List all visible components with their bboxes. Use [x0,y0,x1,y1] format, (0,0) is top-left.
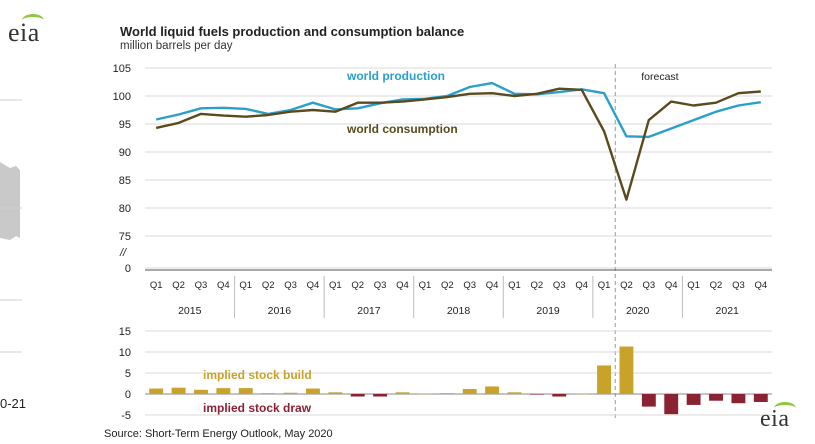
y-tick-label: 95 [119,119,131,131]
quarter-tick-label: Q3 [553,280,566,291]
bar [574,393,589,395]
quarter-tick-label: Q2 [441,280,454,291]
y-tick-label: 0 [125,263,131,275]
bar [597,365,611,394]
quarter-tick-label: Q4 [486,280,499,291]
partial-previous-chart [0,99,22,353]
y-tick-label: -5 [121,410,131,422]
bar [664,394,679,415]
quarter-tick-label: Q3 [732,280,745,291]
bar [149,388,164,394]
bar [328,392,343,394]
partial-area-shape [0,162,20,240]
bar [753,394,768,402]
y-tick-label: 5 [125,368,131,380]
quarter-tick-label: Q1 [329,280,342,291]
y-tick-label: 85 [119,175,131,187]
quarter-tick-label: Q2 [620,280,633,291]
quarter-tick-label: Q1 [598,280,611,291]
bar [261,393,276,394]
bar [440,393,455,394]
eia-logo: eia [8,14,44,48]
bar [373,394,388,397]
bar [395,392,410,394]
bar [552,394,567,397]
year-label: 2015 [178,305,202,317]
year-label: 2017 [357,305,381,317]
bar [507,392,522,394]
y-tick-label: 75 [119,231,131,243]
quarter-tick-label: Q4 [754,280,767,291]
series-line-consumption [155,87,761,201]
year-label: 2018 [447,305,471,317]
bar [686,394,701,405]
y-tick-label: 90 [119,147,131,159]
chart-title: World liquid fuels production and consum… [120,24,465,39]
bar [731,394,746,404]
y-tick-label: 10 [119,347,131,359]
bar [350,394,365,397]
quarter-tick-label: Q4 [665,280,678,291]
year-label: 2016 [268,305,292,317]
bar [283,392,298,394]
bar [709,394,723,401]
y-tick-label: 15 [119,326,131,338]
year-label: 2020 [626,305,650,317]
quarter-tick-label: Q1 [508,280,521,291]
axis-break-icon: // [119,247,127,259]
bar [417,393,432,395]
y-tick-label: 0 [125,389,131,401]
series-label-production: world production [346,69,445,83]
bar [216,388,231,394]
quarter-tick-label: Q4 [217,280,230,291]
year-label: 2019 [536,305,560,317]
quarter-tick-label: Q2 [710,280,723,291]
bar [485,386,500,394]
quarter-tick-label: Q3 [642,280,655,291]
series-label-consumption: world consumption [346,122,458,136]
y-tick-label: 105 [113,63,131,75]
logo-swoosh-icon [22,14,44,27]
forecast-label: forecast [641,71,678,83]
chart-subtitle: million barrels per day [120,40,233,52]
eia-logo-bottom: eia [760,402,796,433]
bar [462,388,477,394]
bar [194,389,208,394]
quarter-tick-label: Q1 [687,280,700,291]
bar [619,346,634,394]
y-tick-label: 80 [119,203,131,215]
bar [306,388,320,394]
x-axis: Q1 Q2 Q3 Q4 Q1 Q2 Q3 Q4 Q1 Q2 Q3 Q4 Q1 Q2 Q3 Q4 Q1 Q2 Q3 Q4… [145,269,772,318]
annotation-stock-draw: implied stock draw [203,401,312,415]
quarter-tick-label: Q2 [351,280,364,291]
quarter-tick-label: Q1 [239,280,252,291]
partial-axis-label: 0-21 [0,396,27,411]
quarter-tick-label: Q1 [419,280,432,291]
bar [529,394,544,395]
bar [641,394,656,407]
y-tick-label: 100 [113,91,131,103]
bar [171,387,186,394]
quarter-tick-label: Q2 [531,280,544,291]
quarter-tick-label: Q4 [396,280,409,291]
series-line-production [155,81,761,139]
quarter-tick-label: Q3 [374,280,387,291]
quarter-tick-label: Q1 [150,280,163,291]
quarter-tick-label: Q3 [463,280,476,291]
quarter-tick-label: Q2 [172,280,185,291]
annotation-stock-build: implied stock build [203,368,312,382]
bottom-plot: 15 10 5 0 -5 implied stock build implied stock… [119,326,772,422]
quarter-tick-label: Q2 [262,280,275,291]
bar [238,388,253,394]
source-note: Source: Short-Term Energy Outlook, May 2… [104,428,333,440]
logo-swoosh-icon [774,402,796,415]
quarter-tick-label: Q4 [307,280,320,291]
year-label: 2021 [716,305,740,317]
quarter-tick-label: Q4 [575,280,588,291]
quarter-tick-label: Q3 [195,280,208,291]
quarter-tick-label: Q3 [284,280,297,291]
